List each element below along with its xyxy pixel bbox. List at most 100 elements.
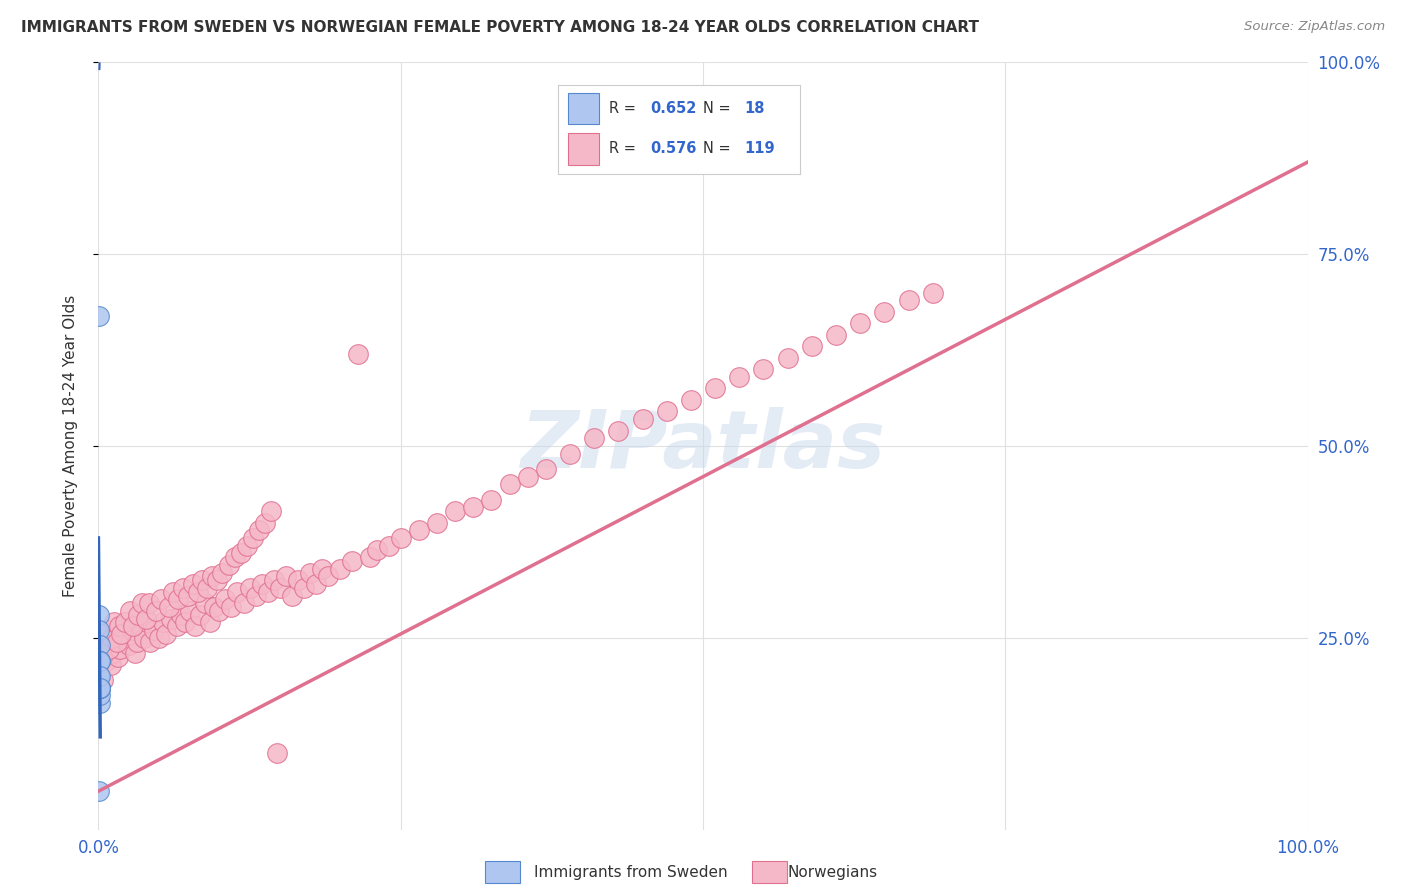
Point — [177, 589, 200, 603]
Point — [211, 566, 233, 580]
Point — [181, 577, 204, 591]
Text: Source: ZipAtlas.com: Source: ZipAtlas.com — [1244, 20, 1385, 33]
Point — [266, 746, 288, 760]
Point — [516, 469, 538, 483]
Point — [101, 646, 124, 660]
Point — [229, 546, 252, 560]
Point — [226, 584, 249, 599]
Point — [89, 681, 111, 695]
Point — [104, 631, 127, 645]
Point — [166, 619, 188, 633]
Point — [89, 654, 111, 668]
Point — [274, 569, 297, 583]
Text: Norwegians: Norwegians — [787, 865, 877, 880]
Point — [389, 531, 412, 545]
Point — [236, 539, 259, 553]
Text: ZIPatlas: ZIPatlas — [520, 407, 886, 485]
Point — [89, 654, 111, 668]
Point — [752, 362, 775, 376]
Point — [89, 639, 111, 653]
Point — [221, 600, 243, 615]
Point — [260, 504, 283, 518]
Point — [776, 351, 799, 365]
Point — [201, 569, 224, 583]
Point — [135, 612, 157, 626]
Point — [498, 477, 520, 491]
Point — [118, 639, 141, 653]
Point — [269, 581, 291, 595]
Point — [91, 649, 114, 664]
Point — [157, 600, 180, 615]
Point — [607, 424, 630, 438]
Point — [347, 347, 370, 361]
Point — [108, 619, 131, 633]
Point — [208, 604, 231, 618]
Point — [191, 573, 214, 587]
Point — [89, 654, 111, 668]
Point — [89, 696, 111, 710]
Point — [89, 689, 111, 703]
Point — [825, 327, 848, 342]
Point — [849, 316, 872, 330]
Point — [481, 492, 503, 507]
Point — [299, 566, 322, 580]
Point — [205, 573, 228, 587]
Point — [408, 524, 430, 538]
Point — [224, 550, 246, 565]
Point — [121, 623, 143, 637]
Point — [195, 581, 218, 595]
Point — [204, 600, 226, 615]
Point — [263, 573, 285, 587]
Point — [194, 596, 217, 610]
Point — [148, 631, 170, 645]
Point — [134, 631, 156, 645]
Point — [254, 516, 277, 530]
Point — [127, 607, 149, 622]
Point — [281, 589, 304, 603]
Point — [152, 615, 174, 630]
Point — [704, 382, 727, 396]
Point — [129, 619, 152, 633]
Point — [103, 615, 125, 630]
Point — [107, 649, 129, 664]
Point — [89, 784, 111, 798]
Point — [655, 404, 678, 418]
Point — [89, 669, 111, 683]
Point — [145, 604, 167, 618]
Point — [89, 669, 111, 683]
Point — [444, 504, 467, 518]
Point — [97, 634, 120, 648]
Point — [679, 392, 702, 407]
Point — [135, 615, 157, 630]
Point — [174, 615, 197, 630]
Point — [150, 592, 173, 607]
Point — [108, 642, 131, 657]
Point — [463, 500, 485, 515]
Point — [94, 654, 117, 668]
Point — [187, 584, 209, 599]
Point — [96, 623, 118, 637]
Point — [250, 577, 273, 591]
Point — [98, 642, 121, 657]
Point — [89, 623, 111, 637]
Point — [89, 681, 111, 695]
Point — [583, 431, 606, 445]
Point — [131, 596, 153, 610]
Point — [172, 581, 194, 595]
Point — [111, 627, 134, 641]
Point — [534, 462, 557, 476]
Point — [93, 639, 115, 653]
Point — [89, 681, 111, 695]
Point — [247, 524, 270, 538]
Point — [89, 669, 111, 683]
Point — [89, 681, 111, 695]
Point — [122, 619, 145, 633]
Point — [198, 615, 221, 630]
Point — [138, 596, 160, 610]
Point — [118, 604, 141, 618]
Point — [91, 673, 114, 687]
Point — [218, 558, 240, 572]
Point — [100, 657, 122, 672]
Point — [167, 592, 190, 607]
Point — [114, 615, 136, 630]
